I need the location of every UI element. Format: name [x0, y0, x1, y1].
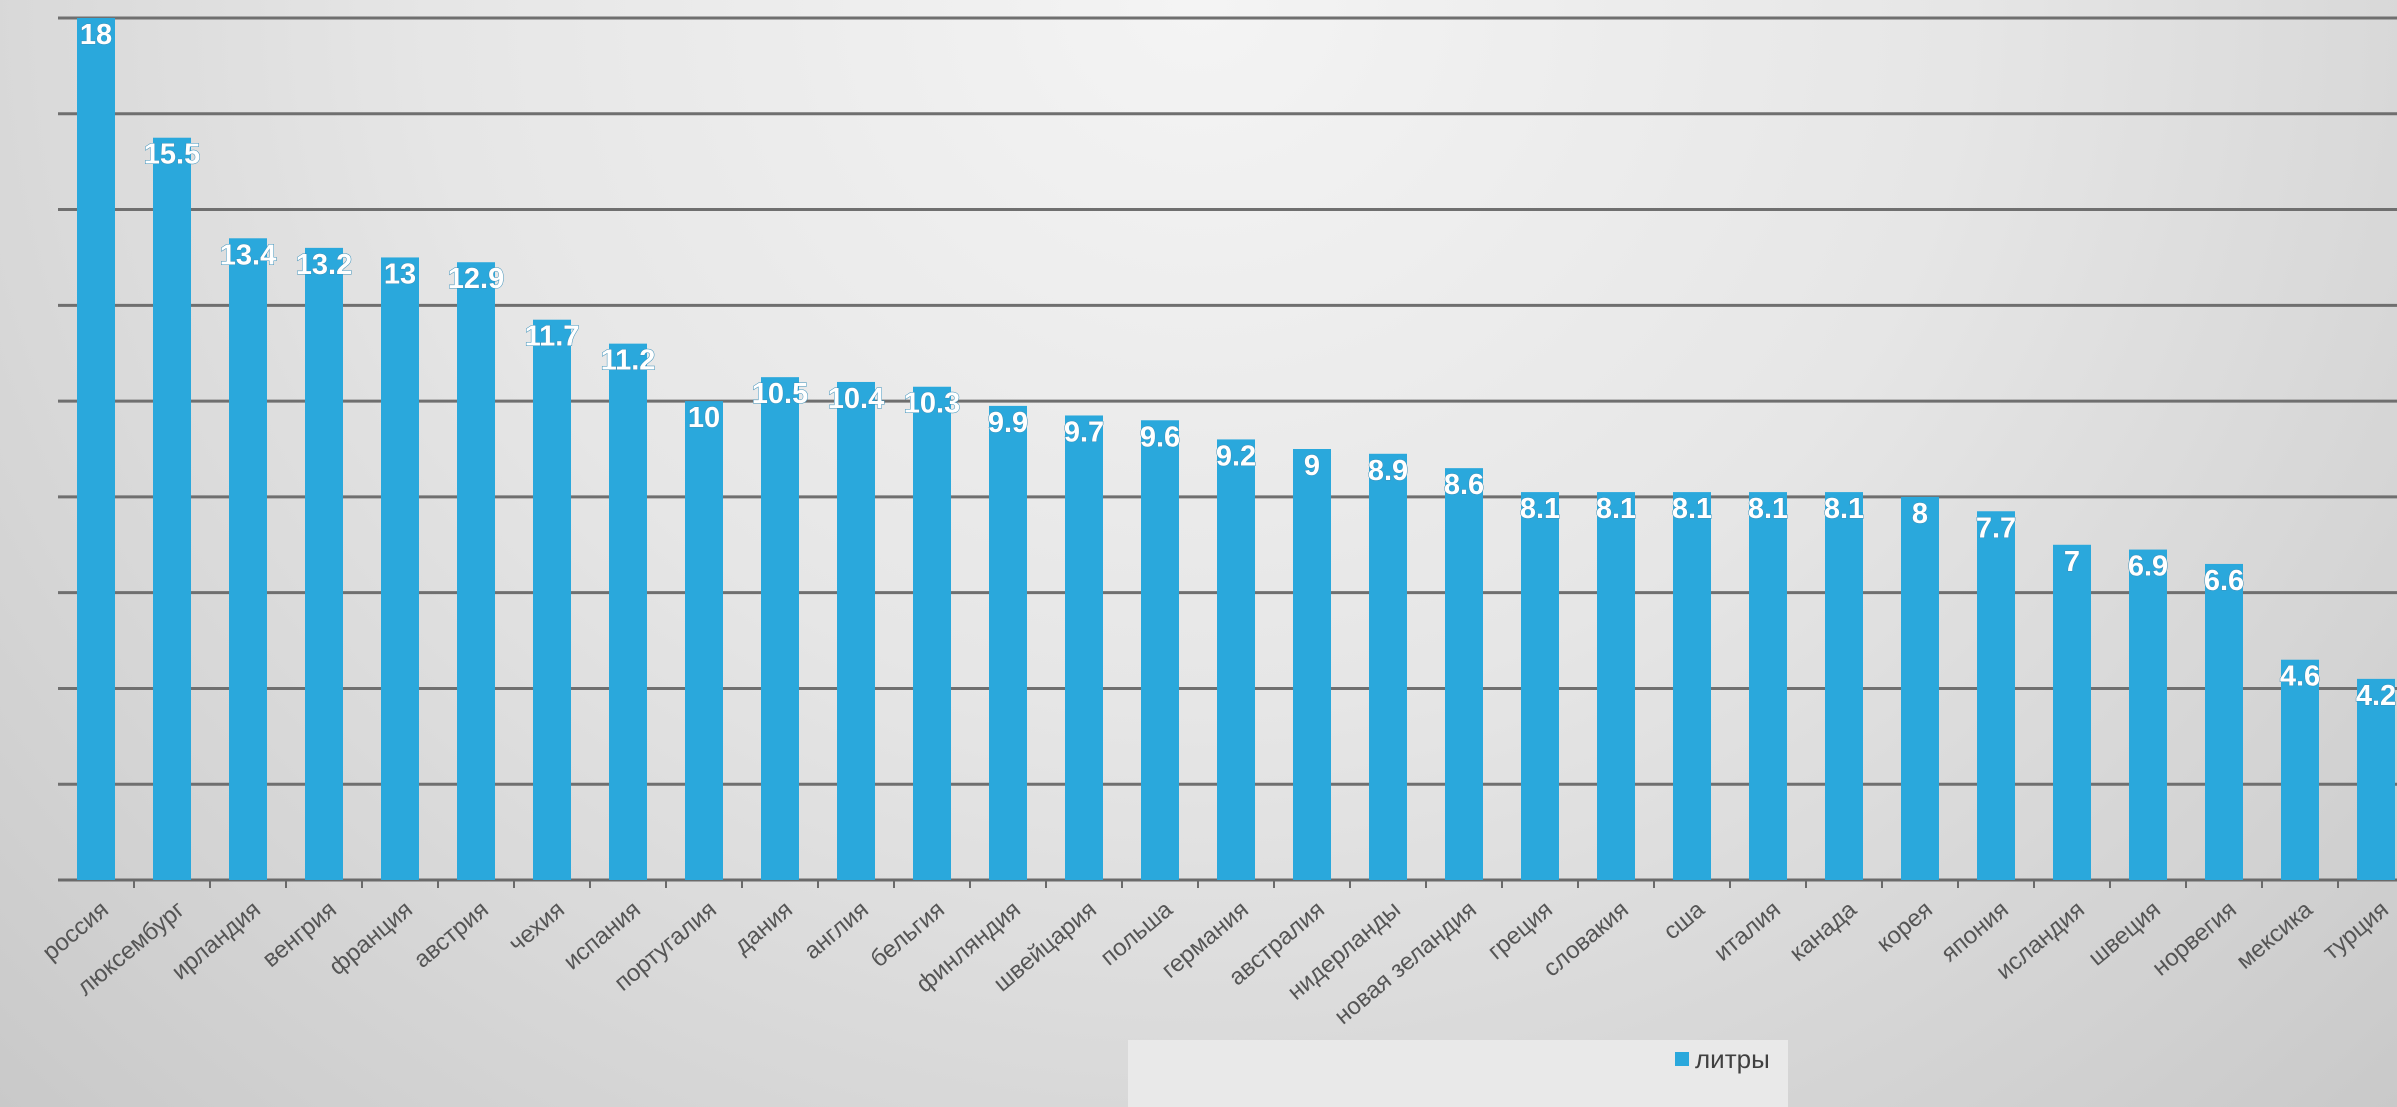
x-tick-label: новая зеландия	[1329, 896, 1481, 1030]
bar	[1825, 492, 1863, 880]
data-label: 13.4	[220, 239, 276, 271]
data-label: 6.9	[2128, 551, 2168, 583]
data-label: 7	[2064, 546, 2080, 578]
bar	[2129, 549, 2167, 880]
bar	[381, 257, 419, 880]
bar	[2357, 678, 2395, 880]
data-label: 13.2	[296, 249, 352, 281]
bar	[685, 401, 723, 880]
x-tick-label: словакия	[1538, 896, 1634, 982]
data-label: 6.6	[2204, 565, 2244, 597]
data-label: 7.7	[1976, 512, 2016, 544]
bar	[1445, 468, 1483, 880]
bar	[77, 18, 115, 880]
data-label: 9.2	[1216, 440, 1256, 472]
bar	[2205, 563, 2243, 880]
x-axis	[133, 880, 2339, 888]
data-label: 13	[384, 258, 416, 290]
bar	[305, 247, 343, 880]
bar	[1065, 415, 1103, 880]
bar	[1977, 511, 2015, 880]
bar	[1141, 420, 1179, 880]
bar	[1673, 492, 1711, 880]
data-label: 8.1	[1596, 493, 1636, 525]
bar	[609, 343, 647, 881]
data-label: 10	[688, 402, 720, 434]
bar	[989, 405, 1027, 880]
data-label: 9.9	[988, 407, 1028, 439]
data-label: 8.9	[1368, 455, 1408, 487]
data-label: 18	[80, 19, 112, 51]
x-tick-label: чехия	[504, 896, 570, 958]
legend-box	[1128, 1040, 1788, 1107]
bar	[2281, 659, 2319, 880]
bar	[1597, 492, 1635, 880]
bar	[1369, 453, 1407, 880]
data-label: 8.1	[1672, 493, 1712, 525]
data-label: 8.1	[1748, 493, 1788, 525]
bar	[1521, 492, 1559, 880]
data-label: 8	[1912, 498, 1928, 530]
bar	[837, 381, 875, 880]
data-label: 9	[1304, 450, 1320, 482]
data-label: 4.6	[2280, 661, 2320, 693]
bar	[1901, 496, 1939, 880]
legend-swatch	[1675, 1052, 1689, 1066]
x-tick-label: дания	[729, 896, 798, 960]
bars	[77, 18, 2395, 881]
x-tick-label: сша	[1658, 895, 1710, 945]
data-label: 10.4	[828, 383, 884, 415]
data-label: 9.7	[1064, 416, 1104, 448]
bar	[457, 262, 495, 880]
bar	[153, 137, 191, 880]
bar	[533, 319, 571, 880]
x-tick-label: турция	[2318, 896, 2394, 966]
data-label: 10.3	[904, 388, 960, 420]
bar	[1217, 439, 1255, 880]
x-tick-label: мексика	[2231, 895, 2318, 974]
x-tick-label: норвегия	[2147, 896, 2242, 982]
x-tick-label: канада	[1784, 895, 1862, 966]
data-label: 8.1	[1824, 493, 1864, 525]
x-tick-label: италия	[1709, 896, 1786, 967]
data-label: 8.1	[1520, 493, 1560, 525]
bar	[1293, 449, 1331, 880]
x-tick-labels: россиялюксембургирландиявенгрияфранцияав…	[37, 895, 2393, 1029]
data-label: 4.2	[2356, 680, 2396, 712]
data-label: 15.5	[144, 139, 200, 171]
x-tick-label: англия	[799, 896, 874, 965]
data-label: 10.5	[752, 378, 808, 410]
data-label: 11.7	[525, 321, 580, 353]
data-label: 12.9	[448, 263, 504, 295]
x-tick-label: франция	[324, 896, 418, 981]
bar	[2053, 544, 2091, 880]
bar	[229, 238, 267, 881]
x-tick-label: корея	[1872, 896, 1938, 958]
legend: литры	[1128, 1040, 1788, 1107]
bar	[1749, 492, 1787, 880]
data-label: 11.2	[601, 345, 656, 377]
bar	[761, 377, 799, 880]
data-label: 9.6	[1140, 421, 1180, 453]
bar	[913, 386, 951, 880]
data-label: 8.6	[1444, 469, 1484, 501]
x-tick-label: австрия	[409, 896, 494, 974]
legend-label: литры	[1695, 1044, 1770, 1074]
data-labels: 18 15.5 13.4 13.2 13 12.9 11.7 11.2 10 10.5 10.4 10…	[79, 19, 2396, 713]
